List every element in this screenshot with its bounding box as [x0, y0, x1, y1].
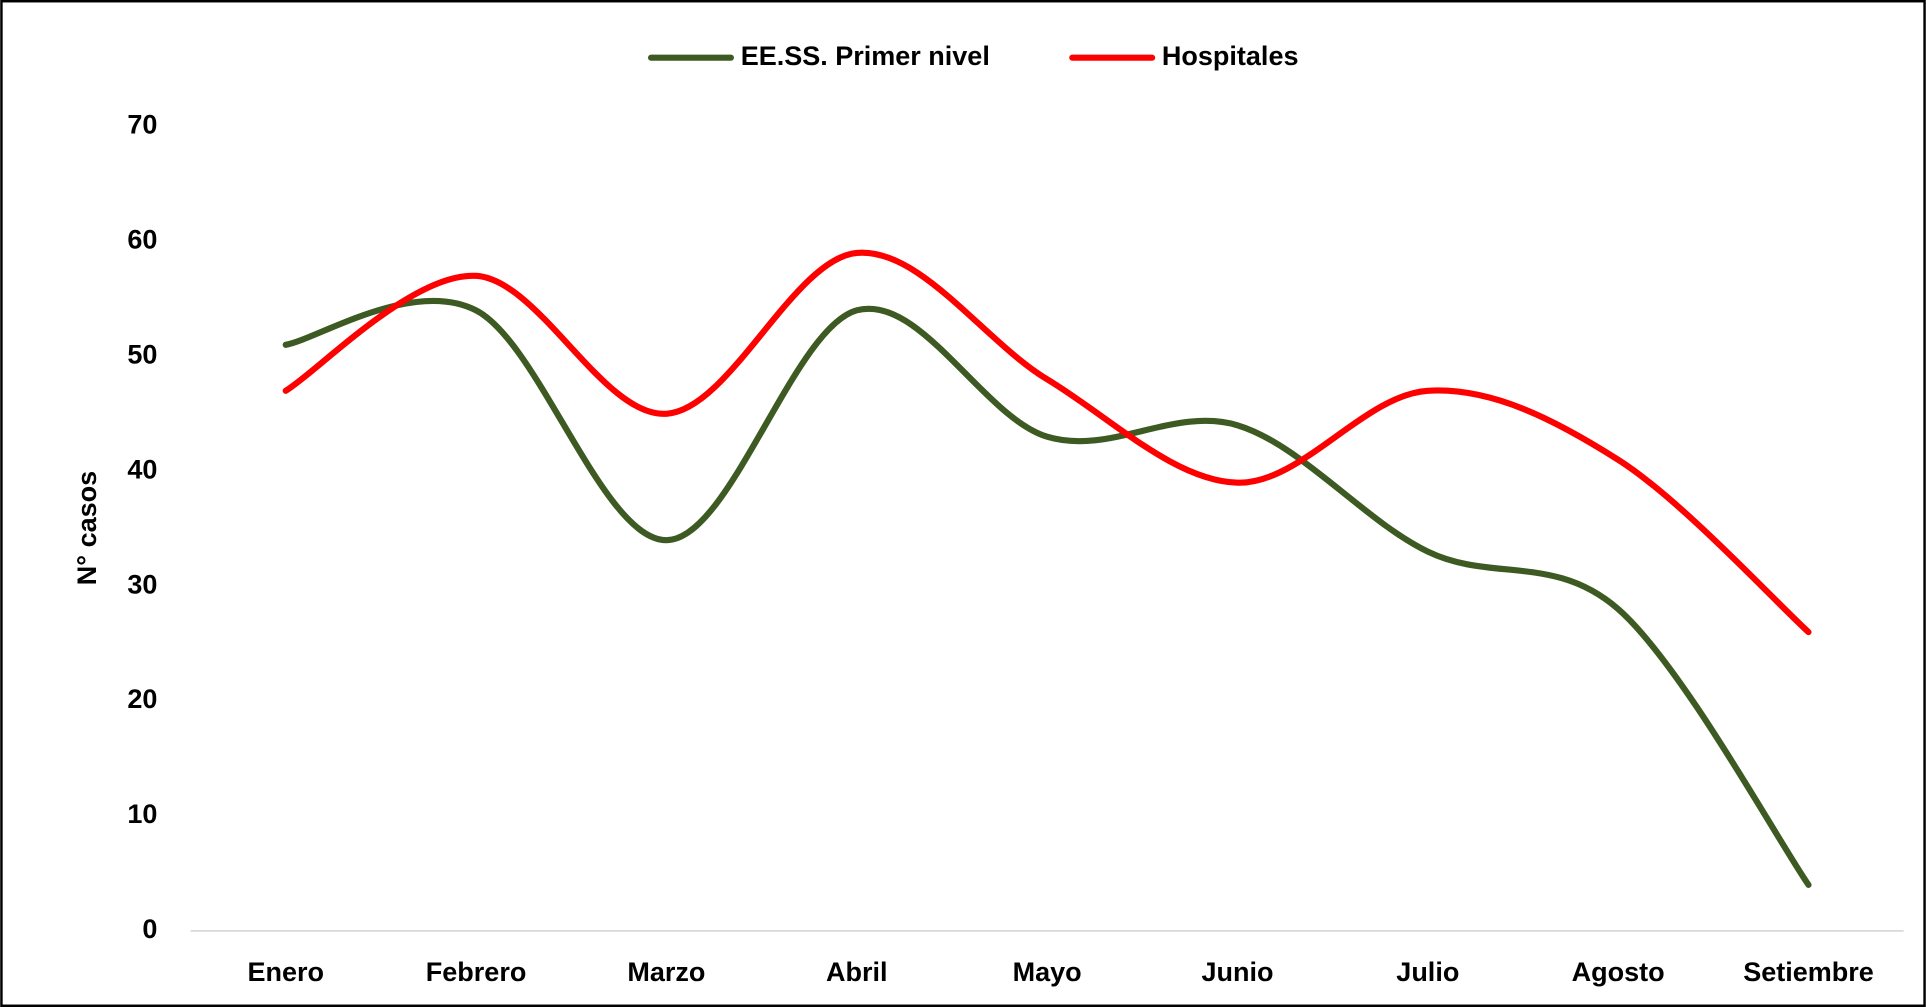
y-axis-label: N° casos — [72, 471, 102, 585]
x-tick-label: Agosto — [1572, 957, 1665, 987]
line-series — [282, 249, 1812, 636]
x-tick-label: Mayo — [1013, 957, 1082, 987]
y-tick-label: 70 — [127, 110, 157, 140]
x-tick-label: Junio — [1201, 957, 1273, 987]
y-tick-label: 30 — [127, 569, 157, 599]
x-tick-label: Setiembre — [1743, 957, 1874, 987]
x-tick-label: Enero — [247, 957, 324, 987]
x-tick-label: Julio — [1396, 957, 1459, 987]
y-tick-label: 20 — [127, 684, 157, 714]
legend-label: EE.SS. Primer nivel — [741, 41, 990, 71]
y-tick-label: 50 — [127, 339, 157, 369]
y-tick-label: 0 — [142, 914, 157, 944]
legend-label: Hospitales — [1162, 41, 1299, 71]
x-tick-label: Abril — [826, 957, 888, 987]
y-tick-label: 60 — [127, 225, 157, 255]
y-tick-label: 10 — [127, 799, 157, 829]
x-tick-label: Febrero — [426, 957, 527, 987]
x-tick-label: Marzo — [627, 957, 705, 987]
y-tick-label: 40 — [127, 454, 157, 484]
line-series — [282, 297, 1812, 888]
